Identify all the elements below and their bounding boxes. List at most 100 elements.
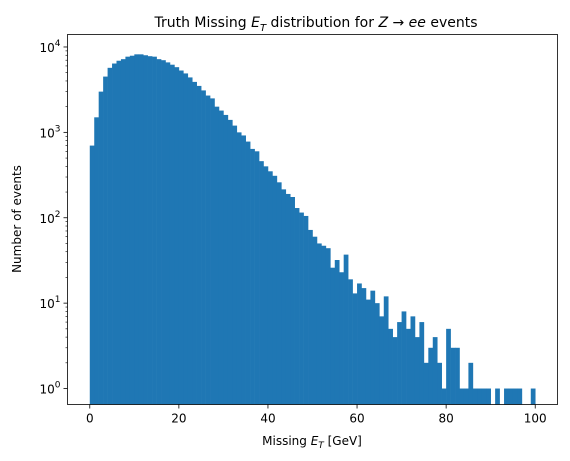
histogram-bar bbox=[156, 59, 162, 405]
histogram-bar bbox=[107, 67, 113, 405]
histogram-bar bbox=[169, 64, 175, 405]
histogram-bar bbox=[192, 81, 197, 405]
histogram-bar bbox=[530, 388, 536, 405]
histogram-bar bbox=[147, 56, 153, 405]
histogram-bar bbox=[316, 243, 322, 405]
histogram-bar bbox=[214, 106, 220, 405]
histogram-bar bbox=[294, 208, 300, 405]
histogram-bar bbox=[383, 296, 389, 405]
y-axis-label: Number of events bbox=[10, 165, 24, 273]
histogram-bar bbox=[428, 347, 434, 405]
histogram-bar bbox=[94, 117, 99, 405]
histogram-bar bbox=[299, 212, 304, 405]
histogram-bar bbox=[250, 148, 255, 405]
histogram-bar bbox=[312, 236, 318, 405]
histogram-bar bbox=[450, 347, 456, 405]
histogram-bar bbox=[285, 193, 291, 405]
histogram-bar bbox=[227, 119, 233, 405]
histogram-bar bbox=[152, 56, 157, 405]
histogram-bar bbox=[178, 70, 184, 405]
histogram-bar bbox=[330, 267, 336, 405]
histogram-bar bbox=[89, 145, 95, 405]
histogram-bar bbox=[276, 182, 282, 405]
histogram-bar bbox=[236, 132, 242, 405]
y-tick-label: 103 bbox=[39, 124, 60, 140]
x-axis-ticks: 0 20 40 60 80 100 bbox=[86, 404, 547, 426]
histogram-bar bbox=[508, 388, 514, 405]
histogram-bar bbox=[343, 254, 349, 405]
histogram-bar bbox=[446, 328, 451, 405]
histogram-bar bbox=[165, 62, 171, 405]
histogram-bar bbox=[183, 73, 189, 405]
histogram-bar bbox=[263, 166, 269, 405]
histogram-bar bbox=[196, 85, 202, 405]
histogram-bar bbox=[245, 141, 251, 405]
histogram-bar bbox=[334, 260, 340, 405]
plot-frame bbox=[67, 34, 558, 405]
histogram-bar bbox=[281, 189, 287, 405]
histogram-bar bbox=[103, 76, 108, 405]
histogram-bar bbox=[477, 388, 483, 405]
histogram-bar bbox=[455, 347, 460, 405]
histogram-bar bbox=[495, 388, 500, 405]
histogram-bar bbox=[517, 388, 523, 405]
histogram-bar bbox=[325, 248, 331, 405]
histogram-bar bbox=[259, 161, 264, 405]
histogram-bar bbox=[161, 60, 166, 405]
histogram-bar bbox=[187, 77, 193, 405]
histogram-bar bbox=[120, 59, 126, 405]
histogram-bar bbox=[481, 388, 487, 405]
histogram-bar bbox=[379, 316, 385, 405]
histogram-bar bbox=[370, 290, 376, 405]
histogram-bar bbox=[143, 55, 148, 405]
x-axis-label: Missing ET [GeV] bbox=[262, 434, 362, 451]
histogram-bar bbox=[112, 63, 117, 405]
histogram-bar bbox=[116, 60, 122, 405]
histogram-bar bbox=[223, 114, 229, 405]
y-tick-label: 104 bbox=[39, 39, 60, 55]
histogram-bar bbox=[401, 311, 407, 405]
histogram-bar bbox=[254, 151, 260, 405]
histogram-bar bbox=[308, 229, 313, 405]
histogram-bar bbox=[241, 135, 246, 405]
histogram-bar bbox=[138, 54, 144, 405]
histogram-bar bbox=[419, 322, 425, 405]
histogram-bar bbox=[210, 98, 215, 405]
histogram-bar bbox=[463, 388, 469, 405]
histogram-bar bbox=[388, 328, 393, 405]
histogram-bar bbox=[201, 90, 206, 405]
histogram-bar bbox=[357, 283, 362, 405]
histogram-bar bbox=[98, 91, 104, 405]
x-tick-label: 0 bbox=[86, 412, 94, 426]
histogram-bar bbox=[232, 125, 238, 405]
histogram-bar bbox=[486, 388, 491, 405]
y-tick-label: 100 bbox=[39, 381, 60, 397]
histogram-bar bbox=[218, 110, 224, 405]
histogram-bar bbox=[361, 288, 367, 405]
histogram-bar bbox=[468, 362, 474, 405]
histogram-bar bbox=[406, 328, 411, 405]
histogram-bar bbox=[272, 175, 278, 405]
histogram-bar bbox=[504, 388, 509, 405]
histogram-bars bbox=[89, 54, 536, 405]
x-tick-label: 100 bbox=[524, 412, 547, 426]
y-tick-label: 102 bbox=[39, 210, 60, 226]
histogram-bar bbox=[432, 337, 438, 405]
histogram-bar bbox=[441, 388, 447, 405]
histogram-bar bbox=[174, 67, 180, 405]
histogram-bar bbox=[134, 54, 140, 405]
histogram-bar bbox=[205, 95, 211, 405]
histogram-bar bbox=[303, 215, 309, 405]
histogram-bar bbox=[125, 56, 131, 405]
x-tick-label: 20 bbox=[171, 412, 186, 426]
histogram-bar bbox=[290, 196, 295, 405]
x-tick-label: 60 bbox=[349, 412, 364, 426]
histogram-bar bbox=[365, 299, 371, 405]
histogram-bar bbox=[410, 316, 416, 405]
x-tick-label: 80 bbox=[438, 412, 453, 426]
histogram-bar bbox=[348, 279, 353, 405]
histogram-bar bbox=[397, 322, 402, 405]
histogram-bar bbox=[352, 293, 358, 405]
histogram-bar bbox=[512, 388, 518, 405]
